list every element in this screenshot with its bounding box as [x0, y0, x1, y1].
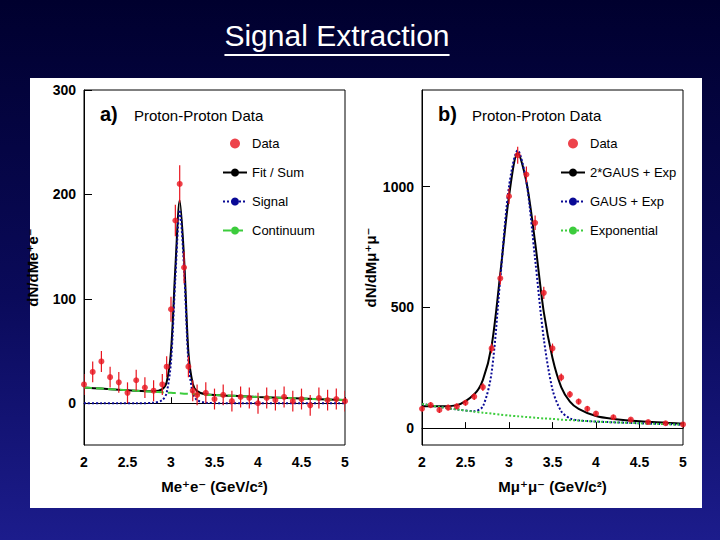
- svg-text:Data: Data: [590, 136, 618, 151]
- svg-text:5: 5: [341, 454, 349, 470]
- svg-text:3: 3: [167, 454, 175, 470]
- svg-text:500: 500: [391, 299, 415, 315]
- svg-text:Me⁺e⁻ (GeV/c²): Me⁺e⁻ (GeV/c²): [161, 478, 268, 495]
- svg-text:dN/dMe⁺e⁻: dN/dMe⁺e⁻: [24, 228, 41, 306]
- svg-text:dN/dMμ⁺μ⁻: dN/dMμ⁺μ⁻: [362, 227, 379, 307]
- svg-text:2: 2: [80, 454, 88, 470]
- svg-text:2: 2: [418, 454, 426, 470]
- svg-text:300: 300: [53, 82, 77, 98]
- svg-text:5: 5: [679, 454, 687, 470]
- svg-text:Proton-Proton Data: Proton-Proton Data: [134, 107, 264, 124]
- svg-text:Data: Data: [252, 136, 280, 151]
- svg-text:GAUS + Exp: GAUS + Exp: [590, 194, 664, 209]
- svg-text:0: 0: [68, 395, 76, 411]
- svg-text:2.5: 2.5: [456, 454, 476, 470]
- svg-text:b): b): [438, 103, 457, 125]
- svg-text:3.5: 3.5: [205, 454, 225, 470]
- svg-text:1000: 1000: [383, 179, 414, 195]
- svg-text:4: 4: [592, 454, 600, 470]
- svg-text:Fit / Sum: Fit / Sum: [252, 165, 304, 180]
- svg-text:Signal: Signal: [252, 194, 288, 209]
- svg-text:4: 4: [254, 454, 262, 470]
- svg-text:Proton-Proton Data: Proton-Proton Data: [472, 107, 602, 124]
- svg-text:Continuum: Continuum: [252, 223, 315, 238]
- svg-text:200: 200: [53, 186, 77, 202]
- svg-text:Exponential: Exponential: [590, 223, 658, 238]
- svg-text:4.5: 4.5: [292, 454, 312, 470]
- svg-text:3: 3: [505, 454, 513, 470]
- svg-text:Signal Extraction: Signal Extraction: [224, 19, 449, 52]
- svg-text:a): a): [100, 103, 118, 125]
- svg-text:4.5: 4.5: [630, 454, 650, 470]
- svg-text:100: 100: [53, 291, 77, 307]
- svg-text:0: 0: [406, 420, 414, 436]
- svg-text:3.5: 3.5: [543, 454, 563, 470]
- svg-text:2*GAUS + Exp: 2*GAUS + Exp: [590, 165, 676, 180]
- svg-text:2.5: 2.5: [118, 454, 138, 470]
- svg-text:Mμ⁺μ⁻ (GeV/c²): Mμ⁺μ⁻ (GeV/c²): [498, 478, 606, 495]
